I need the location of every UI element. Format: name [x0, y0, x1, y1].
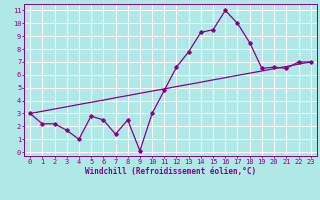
X-axis label: Windchill (Refroidissement éolien,°C): Windchill (Refroidissement éolien,°C): [85, 167, 256, 176]
